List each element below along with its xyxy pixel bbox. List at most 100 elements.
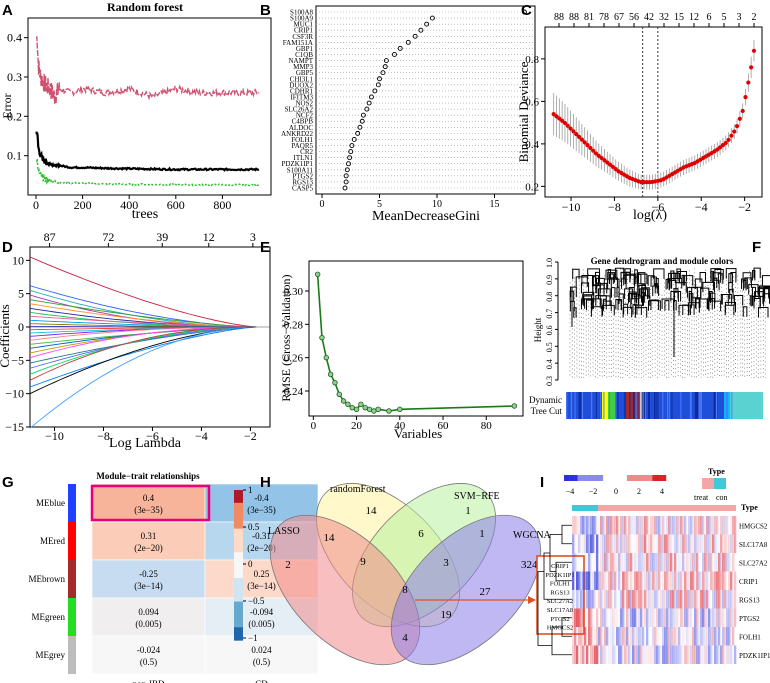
panel-i-cell bbox=[594, 627, 597, 646]
panel-i-cell bbox=[638, 608, 641, 627]
panel-i-cell bbox=[656, 534, 659, 553]
panel-h-gene: CRIP1 bbox=[551, 563, 569, 570]
panel-i-tree-branch bbox=[537, 571, 552, 646]
panel-f-branch bbox=[615, 298, 622, 310]
panel-i-cell bbox=[594, 571, 597, 590]
panel-f-branch bbox=[634, 276, 639, 288]
panel-f-branch bbox=[647, 275, 655, 286]
panel-i-cell bbox=[582, 627, 585, 646]
panel-i-cell bbox=[640, 571, 643, 590]
panel-i-cell bbox=[714, 645, 717, 664]
panel-i-cell bbox=[648, 608, 651, 627]
panel-i-cell bbox=[666, 608, 669, 627]
panel-i-group-label: con bbox=[716, 493, 728, 502]
panel-i-cell bbox=[574, 571, 577, 590]
panel-c-top-label: 78 bbox=[599, 12, 609, 23]
panel-i-cell bbox=[618, 609, 620, 628]
panel-i-cell bbox=[618, 590, 620, 609]
panel-i-cell bbox=[638, 645, 641, 664]
panel-i-scale-step bbox=[620, 475, 622, 481]
panel-h-gene: HMGCS2 bbox=[547, 625, 573, 632]
panel-g-colorbar-step bbox=[234, 601, 243, 605]
panel-i-cell bbox=[588, 553, 591, 572]
panel-i-cell bbox=[716, 553, 719, 572]
panel-f-module-stripe bbox=[714, 392, 716, 419]
panel-i-cell bbox=[708, 608, 711, 627]
panel-f-module-stripe bbox=[617, 392, 619, 419]
panel-i-cell bbox=[602, 608, 605, 627]
panel-e-point bbox=[319, 334, 325, 341]
panel-f-module-stripe bbox=[600, 392, 602, 419]
panel-i-cell bbox=[670, 590, 673, 609]
panel-i-cell bbox=[580, 553, 582, 572]
panel-i-cell bbox=[644, 645, 647, 664]
panel-e-point bbox=[349, 404, 355, 411]
panel-i-cell bbox=[664, 627, 667, 646]
panel-a-ytick-label: 0.1 bbox=[7, 149, 22, 163]
panel-i-cell bbox=[594, 553, 597, 572]
panel-i-scale-step bbox=[596, 475, 599, 481]
panel-i-cell bbox=[708, 534, 711, 553]
panel-g-colorbar-step bbox=[234, 494, 243, 497]
panel-i-scale-step bbox=[640, 475, 643, 481]
panel-i-cell bbox=[690, 627, 693, 646]
panel-i-cell bbox=[704, 645, 707, 664]
panel-i-cell bbox=[610, 590, 613, 609]
panel-f-module-stripe bbox=[578, 392, 580, 419]
panel-i-cell bbox=[674, 645, 677, 664]
panel-i-cell bbox=[728, 534, 731, 553]
panel-i-cell bbox=[612, 608, 615, 627]
panel-h-gene: RGS13 bbox=[550, 589, 569, 596]
panel-b-point bbox=[424, 21, 430, 27]
panel-i-cell bbox=[676, 516, 679, 535]
panel-i-cell bbox=[660, 645, 663, 664]
panel-c-point bbox=[554, 114, 559, 119]
panel-i-cell bbox=[584, 609, 586, 628]
panel-i-cell bbox=[678, 516, 681, 535]
panel-b-point bbox=[375, 82, 381, 88]
panel-c-point bbox=[613, 167, 618, 172]
panel-i-cell bbox=[610, 608, 613, 627]
panel-i-cell bbox=[680, 571, 683, 590]
panel-g-cell-pvalue: (3e−35) bbox=[247, 505, 276, 515]
panel-i-cell bbox=[604, 516, 607, 535]
panel-i-scale-label: 0 bbox=[614, 487, 618, 496]
panel-i-cell bbox=[578, 571, 581, 590]
panel-c-point bbox=[720, 143, 726, 148]
panel-f-branch bbox=[688, 290, 693, 302]
panel-i-cell bbox=[720, 590, 723, 609]
panel-i-cell bbox=[626, 645, 629, 664]
panel-i-cell bbox=[618, 627, 621, 646]
panel-f-branch bbox=[667, 278, 673, 289]
panel-f-module-stripe bbox=[648, 392, 650, 419]
panel-i-cell bbox=[646, 627, 649, 646]
panel-i-cell bbox=[590, 627, 593, 646]
panel-i-cell bbox=[604, 534, 607, 553]
panel-d-coef-path bbox=[29, 256, 257, 328]
panel-i-cell bbox=[640, 534, 643, 553]
panel-i-cell bbox=[634, 535, 636, 554]
panel-c-top-label: 3 bbox=[737, 12, 742, 23]
panel-i-scale-step bbox=[586, 475, 588, 481]
panel-f-module-stripe bbox=[668, 392, 670, 419]
panel-i-cell bbox=[634, 516, 637, 535]
panel-f-branch bbox=[695, 298, 708, 310]
panel-i-cell bbox=[618, 645, 621, 664]
panel-i-cell bbox=[686, 645, 689, 664]
panel-c-point bbox=[732, 129, 737, 134]
panel-i-cell bbox=[686, 534, 689, 553]
panel-h-region-count: 2 bbox=[285, 559, 291, 571]
panel-a-label: A bbox=[2, 2, 13, 19]
panel-i-cell bbox=[718, 627, 721, 646]
panel-a-xtick-label: 0 bbox=[33, 198, 39, 212]
panel-e-series bbox=[314, 271, 518, 414]
panel-i-cell bbox=[696, 627, 699, 646]
panel-g-colorbar-step bbox=[234, 599, 243, 603]
panel-i-cell bbox=[726, 572, 728, 591]
panel-f-module-stripe bbox=[655, 392, 657, 419]
panel-g-colorbar-label: 0 bbox=[248, 559, 253, 569]
panel-g-colorbar-step bbox=[234, 554, 243, 557]
panel-i-cell bbox=[590, 534, 593, 553]
panel-i-cell bbox=[730, 590, 733, 609]
panel-c-ylabel: Binomial Deviance bbox=[516, 61, 531, 162]
